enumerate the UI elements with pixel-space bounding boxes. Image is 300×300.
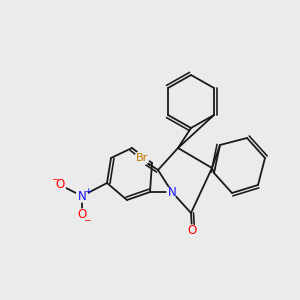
Circle shape — [76, 190, 88, 202]
Text: N: N — [168, 185, 176, 199]
Circle shape — [135, 153, 145, 163]
Text: O: O — [77, 208, 87, 221]
Text: N: N — [78, 190, 86, 202]
Circle shape — [135, 151, 149, 165]
Circle shape — [187, 225, 197, 235]
Circle shape — [167, 187, 177, 197]
Text: O: O — [135, 152, 145, 164]
Text: +: + — [84, 187, 92, 196]
Text: Br: Br — [136, 153, 148, 163]
Circle shape — [54, 179, 66, 191]
Text: −: − — [83, 215, 91, 224]
Circle shape — [76, 209, 88, 221]
Text: O: O — [56, 178, 64, 191]
Text: −: − — [51, 175, 59, 184]
Text: O: O — [188, 224, 196, 236]
